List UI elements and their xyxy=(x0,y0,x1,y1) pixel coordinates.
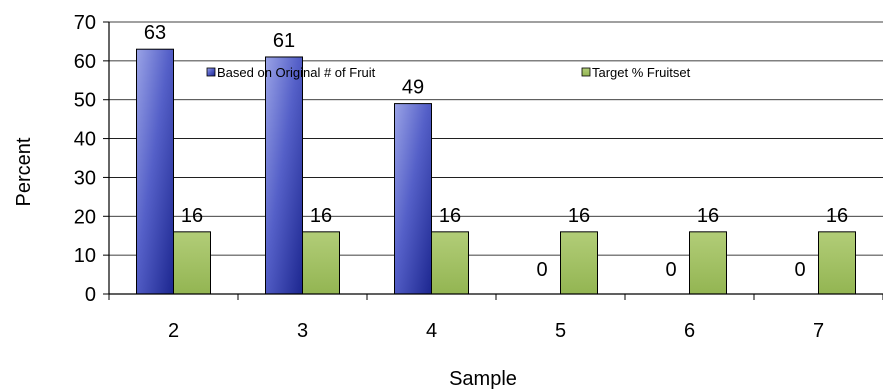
data-label: 0 xyxy=(665,259,676,281)
x-tick-label: 4 xyxy=(426,320,437,342)
y-tick-label: 50 xyxy=(74,90,96,112)
axes: 0 10 20 30 40 50 60 70 2 3 4 5 6 7 xyxy=(74,12,883,342)
bar-original xyxy=(265,56,303,295)
gridlines xyxy=(109,21,883,256)
bar-target xyxy=(560,231,598,295)
y-tick-label: 60 xyxy=(74,51,96,73)
bar-original xyxy=(136,48,174,295)
bar-target xyxy=(689,231,727,295)
bars xyxy=(136,48,856,295)
x-tick-label: 6 xyxy=(684,320,695,342)
y-tick-label: 20 xyxy=(74,206,96,228)
data-label: 61 xyxy=(273,30,295,52)
x-tick-label: 3 xyxy=(297,320,308,342)
bar-target xyxy=(302,231,340,295)
y-tick-label: 40 xyxy=(74,129,96,151)
bar-original xyxy=(394,103,432,295)
x-tick-label: 2 xyxy=(168,320,179,342)
bar-target xyxy=(431,231,469,295)
y-axis-title: Percent xyxy=(13,137,35,206)
x-tick-label: 7 xyxy=(813,320,824,342)
legend-label: Target % Fruitset xyxy=(592,65,691,80)
x-axis-title: Sample xyxy=(449,368,517,390)
y-tick-label: 0 xyxy=(85,284,96,306)
data-label: 16 xyxy=(697,205,719,227)
y-tick-label: 30 xyxy=(74,167,96,189)
data-label: 49 xyxy=(402,77,424,99)
data-label: 0 xyxy=(794,259,805,281)
legend-swatch xyxy=(581,67,591,77)
legend: Based on Original # of Fruit Target % Fru… xyxy=(206,65,691,80)
data-label: 16 xyxy=(310,205,332,227)
data-label: 16 xyxy=(568,205,590,227)
data-label: 63 xyxy=(144,22,166,44)
bar-target xyxy=(818,231,856,295)
data-label: 0 xyxy=(536,259,547,281)
data-label: 16 xyxy=(439,205,461,227)
x-tick-label: 5 xyxy=(555,320,566,342)
y-tick-label: 70 xyxy=(74,12,96,34)
legend-label: Based on Original # of Fruit xyxy=(217,65,376,80)
y-tick-label: 10 xyxy=(74,245,96,267)
legend-swatch xyxy=(206,67,216,77)
data-labels: 63 16 61 16 49 16 0 16 0 16 0 16 xyxy=(144,22,848,281)
data-label: 16 xyxy=(826,205,848,227)
data-label: 16 xyxy=(181,205,203,227)
bar-target xyxy=(173,231,211,295)
